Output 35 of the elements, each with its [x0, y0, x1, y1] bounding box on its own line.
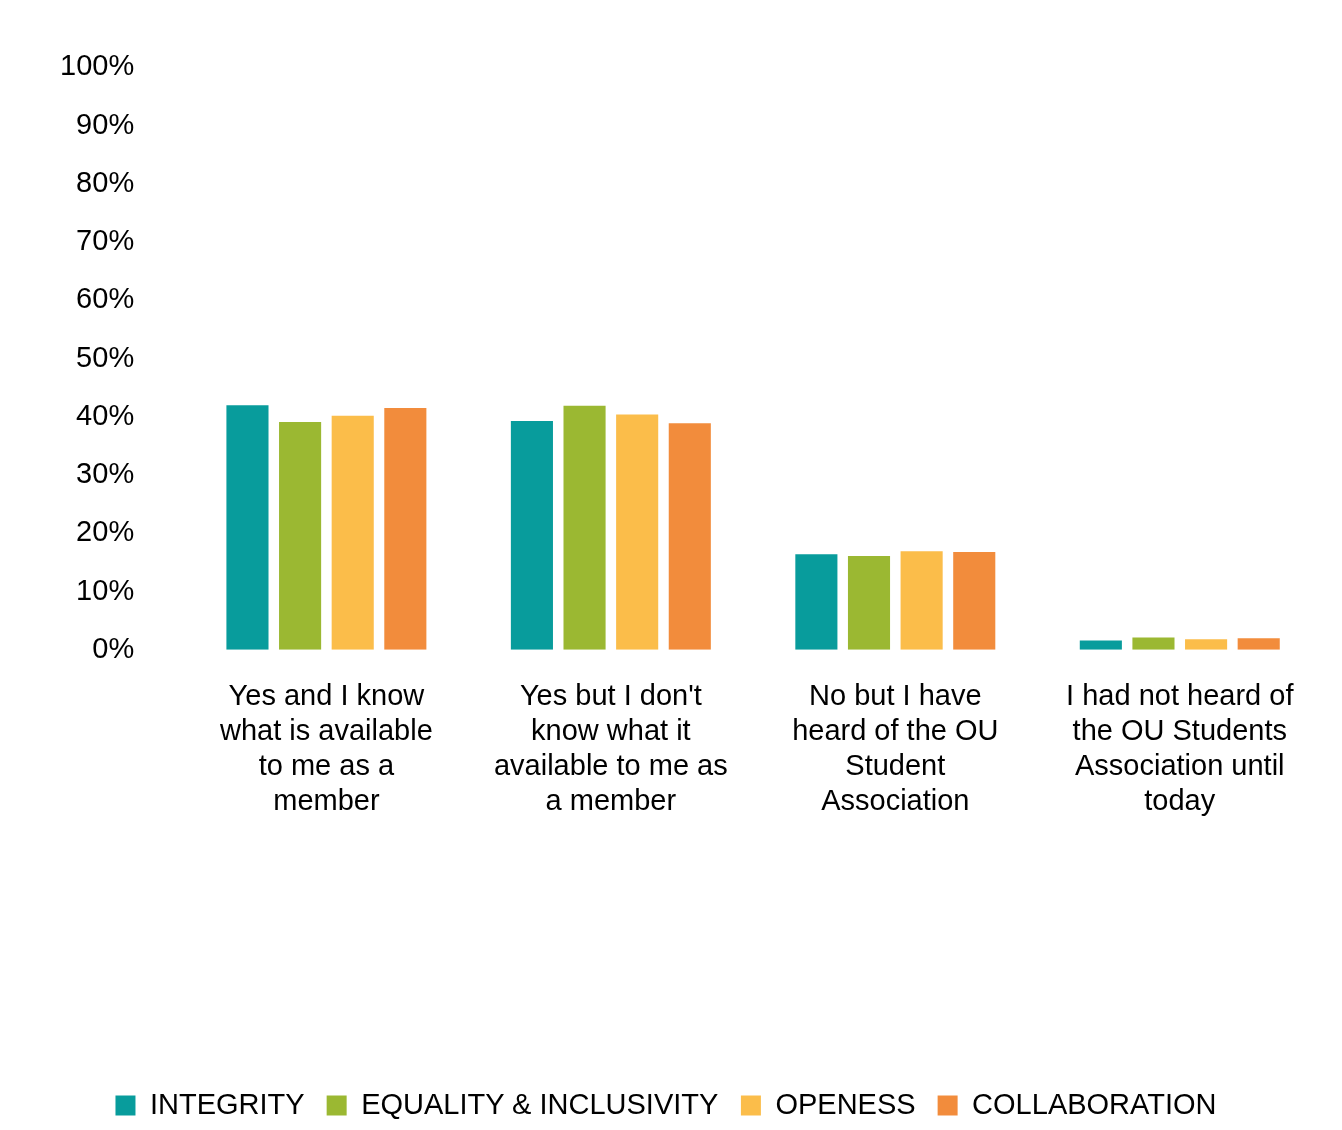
bar	[953, 551, 996, 650]
y-tick-label: 80%	[76, 165, 135, 198]
bar	[279, 422, 322, 650]
y-tick-label: 30%	[76, 457, 135, 490]
bar	[1132, 637, 1175, 650]
y-tick-label: 40%	[76, 398, 135, 431]
bar	[1079, 640, 1122, 650]
y-tick-label: 70%	[76, 224, 135, 257]
y-tick-label: 20%	[76, 515, 135, 548]
x-tick-label: I had not heard of the OU Students Association until today	[1066, 679, 1295, 816]
bar	[668, 423, 711, 650]
y-tick-label: 10%	[76, 573, 135, 606]
y-tick-label: 0%	[92, 631, 135, 664]
bar	[510, 420, 553, 650]
bar	[1237, 638, 1280, 650]
bar	[331, 415, 374, 650]
y-tick-label: 90%	[76, 107, 135, 140]
x-tick-label: Yes but I don't know what it available to me as a member	[493, 679, 728, 816]
x-tick-label: No but I have heard of the OU Student Association	[792, 679, 999, 816]
y-tick-label: 50%	[76, 340, 135, 373]
bar	[900, 551, 943, 650]
bar	[563, 405, 606, 650]
legend-label: INTEGRITY	[149, 1087, 305, 1120]
bar	[226, 405, 269, 650]
legend-label: EQUALITY & INCLUSIVITY	[361, 1087, 719, 1120]
bar	[847, 556, 891, 650]
bar	[384, 408, 427, 650]
legend-label: COLLABORATION	[972, 1087, 1217, 1120]
bar	[795, 554, 838, 650]
bar	[1185, 639, 1228, 650]
legend-label: OPENESS	[775, 1087, 916, 1120]
bar	[616, 414, 659, 650]
y-tick-label: 60%	[76, 282, 135, 315]
y-tick-label: 100%	[60, 49, 135, 82]
x-tick-label: Yes and I know what is available to me as a member	[219, 679, 433, 816]
